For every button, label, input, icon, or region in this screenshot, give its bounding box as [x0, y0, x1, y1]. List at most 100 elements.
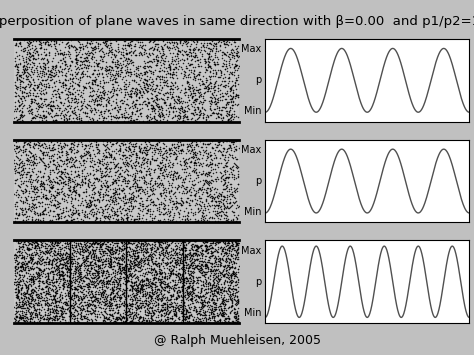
Point [26, 252, 33, 258]
Point [65, 160, 73, 165]
Point [178, 245, 185, 251]
Point [220, 272, 228, 277]
Point [74, 211, 82, 216]
Point [92, 60, 100, 65]
Point [152, 157, 160, 163]
Point [170, 170, 178, 176]
Point [36, 64, 44, 69]
Point [152, 117, 160, 122]
Point [85, 197, 93, 202]
Point [143, 85, 151, 91]
Point [163, 171, 170, 177]
Point [53, 287, 61, 293]
Point [122, 249, 129, 255]
Point [63, 274, 71, 279]
Point [172, 246, 180, 252]
Point [16, 72, 24, 78]
Point [81, 262, 89, 267]
Point [182, 303, 189, 308]
Point [123, 279, 131, 284]
Point [217, 192, 225, 197]
Point [117, 254, 124, 260]
Point [43, 245, 50, 251]
Point [186, 262, 194, 268]
Point [123, 253, 130, 258]
Point [184, 214, 192, 219]
Point [130, 68, 137, 74]
Point [207, 306, 214, 311]
Point [12, 310, 20, 316]
Point [228, 246, 236, 252]
Point [199, 312, 206, 318]
Point [85, 102, 92, 108]
Point [46, 266, 53, 272]
Point [86, 284, 94, 289]
Point [144, 77, 151, 83]
Point [146, 293, 154, 299]
Point [165, 242, 173, 248]
Point [50, 271, 58, 277]
Point [12, 145, 20, 151]
Point [82, 175, 89, 181]
Point [185, 49, 192, 54]
Point [95, 115, 103, 120]
Point [40, 96, 48, 102]
Point [178, 240, 186, 245]
Point [172, 320, 180, 326]
Point [71, 189, 78, 194]
Point [43, 202, 50, 207]
Point [118, 256, 126, 261]
Point [41, 192, 49, 198]
Point [144, 88, 151, 94]
Point [49, 292, 57, 298]
Point [225, 285, 233, 291]
Point [28, 273, 36, 278]
Point [214, 218, 222, 224]
Point [228, 274, 235, 279]
Point [68, 144, 75, 149]
Point [212, 304, 219, 310]
Point [68, 99, 75, 104]
Point [122, 69, 129, 75]
Point [99, 207, 107, 213]
Point [202, 178, 210, 183]
Point [129, 62, 137, 67]
Point [175, 275, 183, 281]
Point [40, 315, 47, 321]
Point [229, 271, 237, 277]
Point [142, 168, 150, 173]
Point [24, 158, 32, 164]
Point [225, 252, 232, 257]
Point [142, 216, 149, 222]
Point [143, 254, 150, 260]
Point [11, 252, 19, 257]
Point [151, 288, 159, 294]
Point [223, 290, 231, 296]
Point [35, 243, 42, 248]
Point [133, 90, 140, 96]
Point [160, 79, 168, 84]
Point [129, 313, 137, 319]
Point [169, 214, 176, 220]
Point [18, 268, 26, 274]
Point [211, 185, 219, 191]
Point [127, 264, 134, 269]
Point [90, 271, 97, 276]
Point [174, 146, 182, 151]
Point [76, 246, 83, 252]
Point [127, 41, 134, 47]
Point [112, 169, 119, 175]
Point [102, 153, 110, 159]
Point [113, 243, 121, 249]
Point [28, 319, 36, 325]
Point [31, 314, 38, 320]
Point [64, 251, 72, 257]
Point [25, 299, 32, 305]
Point [23, 155, 31, 160]
Point [163, 262, 170, 267]
Point [31, 320, 38, 326]
Point [209, 42, 216, 48]
Point [69, 109, 76, 114]
Point [218, 193, 225, 199]
Point [202, 247, 210, 253]
